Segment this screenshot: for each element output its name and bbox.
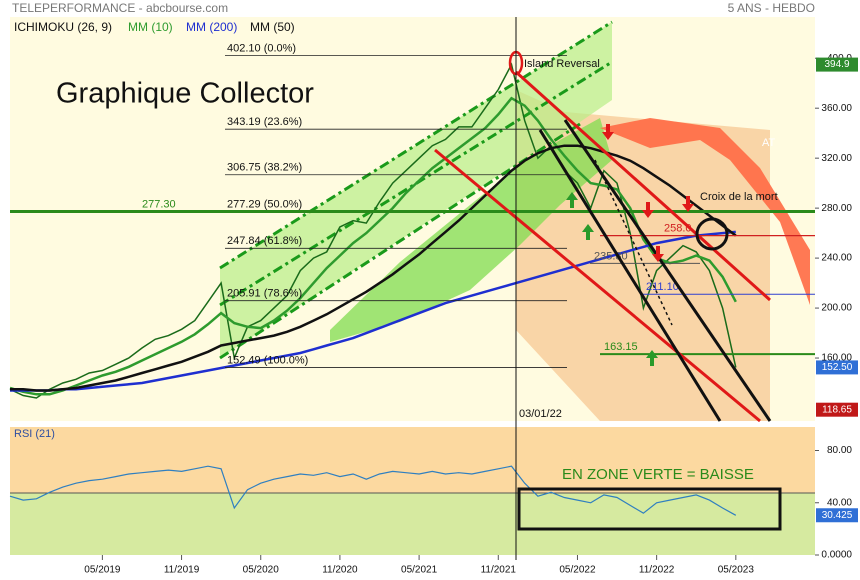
trend-line bbox=[434, 148, 761, 423]
trend-lines bbox=[434, 17, 782, 560]
chart-title: Graphique Collector bbox=[56, 78, 314, 110]
trend-line bbox=[563, 119, 772, 422]
fib-label: 247.84 (61.8%) bbox=[227, 235, 302, 247]
rsi-upper-zone bbox=[10, 427, 815, 493]
y-tick-label: 40.00 bbox=[827, 497, 852, 508]
rsi-title: RSI (21) bbox=[14, 428, 55, 440]
fib-label: 306.75 (38.2%) bbox=[227, 162, 302, 174]
trend-line bbox=[538, 129, 722, 422]
rsi-badge-label: 30.425 bbox=[822, 510, 853, 521]
sell-arrow bbox=[652, 246, 664, 262]
y-tick-label: 280.00 bbox=[821, 203, 852, 214]
x-tick-label: 11/2020 bbox=[322, 565, 358, 576]
y-tick-label: 160.00 bbox=[821, 353, 852, 364]
sell-arrow bbox=[682, 196, 694, 212]
y-tick-label: 200.00 bbox=[821, 303, 852, 314]
arrows bbox=[566, 124, 694, 366]
trend-line bbox=[514, 70, 772, 302]
price-badge-label: 394.9 bbox=[824, 59, 849, 70]
buy-arrow bbox=[582, 224, 594, 240]
x-tick-label: 05/2023 bbox=[718, 565, 755, 576]
content: 160.00200.00240.00280.00320.00360.00400.… bbox=[9, 43, 858, 576]
price-badge bbox=[816, 360, 858, 375]
x-tick-label: 11/2021 bbox=[481, 565, 517, 576]
series-line bbox=[9, 96, 737, 396]
bull-channel bbox=[220, 22, 612, 358]
trend-line bbox=[594, 159, 673, 326]
y-tick-label: 320.00 bbox=[821, 153, 852, 164]
price-badge-label: 118.65 bbox=[822, 404, 852, 415]
channel-line bbox=[219, 20, 613, 270]
rsi-note: EN ZONE VERTE = BAISSE bbox=[562, 466, 754, 483]
fib-label: 402.10 (0.0%) bbox=[227, 43, 296, 55]
rsi-badge bbox=[816, 508, 858, 523]
x-tick-label: 05/2020 bbox=[243, 565, 280, 576]
rsi-lower-zone bbox=[10, 493, 815, 555]
y-tick-label: 240.00 bbox=[821, 253, 852, 264]
price-badge bbox=[816, 57, 858, 72]
x-tick-label: 11/2019 bbox=[164, 565, 200, 576]
ichimoku-cloud bbox=[330, 118, 612, 342]
level-label: 277.30 bbox=[142, 198, 176, 210]
legend-entry: MM (50) bbox=[250, 20, 295, 34]
annotation: 03/01/22 bbox=[519, 408, 562, 420]
indicator-label: ICHIMOKU (26, 9) bbox=[14, 20, 112, 34]
level-label: 163.15 bbox=[604, 341, 638, 353]
rsi-line bbox=[9, 465, 737, 516]
cross-marker bbox=[695, 217, 729, 251]
header-period: 5 ANS - HEBDO bbox=[728, 1, 815, 15]
fib-label: 205.91 (78.6%) bbox=[227, 288, 302, 300]
fib-label: 152.49 (100.0%) bbox=[227, 354, 308, 366]
y-tick-label: 0.0000 bbox=[821, 550, 852, 561]
channel-line bbox=[219, 60, 613, 307]
series-line bbox=[10, 230, 736, 392]
price-badge-label: 152.50 bbox=[822, 362, 853, 373]
sell-arrow bbox=[602, 124, 614, 140]
legend-entry: MM (200) bbox=[186, 20, 237, 34]
buy-arrow bbox=[566, 192, 578, 208]
level-label: 211.10 bbox=[646, 281, 679, 293]
annotation: Croix de la mort bbox=[700, 191, 778, 203]
x-tick-label: 05/2021 bbox=[401, 565, 438, 576]
annotation: AT bbox=[762, 137, 776, 149]
header-title: TELEPERFORMANCE - abcbourse.com bbox=[12, 1, 228, 15]
x-tick-label: 05/2022 bbox=[559, 565, 596, 576]
level-label: 258.0 bbox=[664, 223, 692, 235]
price-badge bbox=[816, 402, 858, 417]
legend-entry: MM (10) bbox=[128, 20, 173, 34]
fib-label: 277.29 (50.0%) bbox=[227, 198, 302, 210]
annotation: Island Reversal bbox=[524, 58, 600, 70]
x-tick-label: 05/2019 bbox=[84, 565, 121, 576]
y-tick-label: 80.00 bbox=[827, 445, 852, 456]
y-tick-label: 360.00 bbox=[821, 103, 852, 114]
sell-arrow bbox=[642, 202, 654, 218]
rsi-box bbox=[517, 487, 782, 531]
x-tick-label: 11/2022 bbox=[639, 565, 675, 576]
series-line bbox=[10, 144, 737, 392]
buy-arrow bbox=[646, 350, 658, 366]
level-label: 235.80 bbox=[594, 250, 628, 262]
fib-label: 343.19 (23.6%) bbox=[227, 116, 302, 128]
